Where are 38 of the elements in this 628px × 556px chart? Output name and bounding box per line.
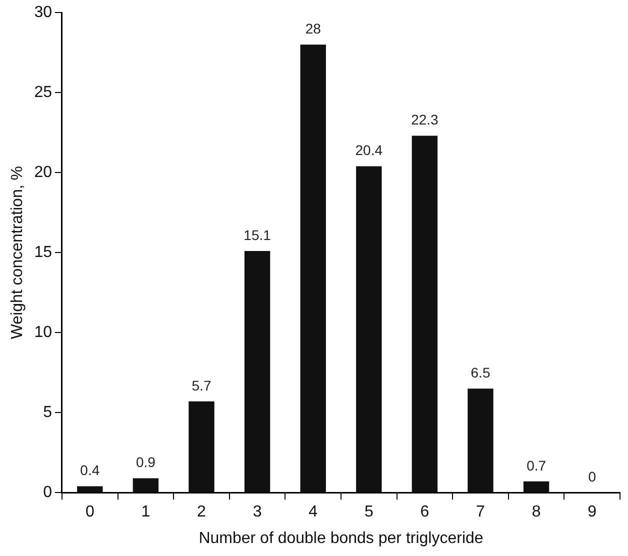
bar [468, 388, 494, 492]
data-label: 20.4 [355, 142, 383, 158]
y-tick-label: 25 [34, 84, 52, 102]
y-tick-label: 15 [34, 244, 52, 262]
y-tick-label: 10 [34, 324, 52, 342]
x-tick-label: 6 [420, 504, 430, 521]
x-tick-label: 4 [308, 504, 318, 521]
x-tick-label: 2 [197, 504, 206, 521]
x-tick-label: 9 [588, 504, 597, 521]
data-label: 22.3 [411, 112, 439, 128]
y-tick-label: 20 [34, 164, 52, 182]
y-tick-label: 5 [43, 404, 52, 422]
bar [523, 481, 550, 492]
x-tick-label: 1 [141, 504, 150, 521]
bar [300, 44, 326, 492]
data-label: 6.5 [470, 364, 490, 380]
data-label: 0.7 [526, 457, 546, 474]
y-tick-label: 0 [43, 484, 52, 502]
x-tick-label: 7 [476, 504, 486, 521]
bar [244, 251, 270, 492]
data-label: 5.7 [192, 377, 212, 394]
data-label: 28 [305, 20, 322, 36]
x-tick-label: 5 [364, 504, 374, 521]
bar [412, 136, 438, 492]
data-label: 0.9 [136, 454, 156, 470]
bar [188, 401, 214, 492]
data-label: 0.4 [80, 462, 100, 478]
x-axis-title: Number of double bonds per triglyceride [198, 530, 484, 547]
x-tick-label: 8 [532, 504, 541, 521]
data-label: 0 [588, 468, 596, 484]
x-tick-label: 0 [85, 504, 94, 521]
bar [77, 486, 103, 492]
y-tick-label: 30 [34, 4, 52, 22]
y-axis-title: Weight concentration, % [9, 166, 26, 340]
data-label: 15.1 [244, 226, 272, 243]
x-tick-label: 3 [252, 504, 262, 521]
bar [356, 166, 382, 492]
bar [132, 478, 159, 492]
